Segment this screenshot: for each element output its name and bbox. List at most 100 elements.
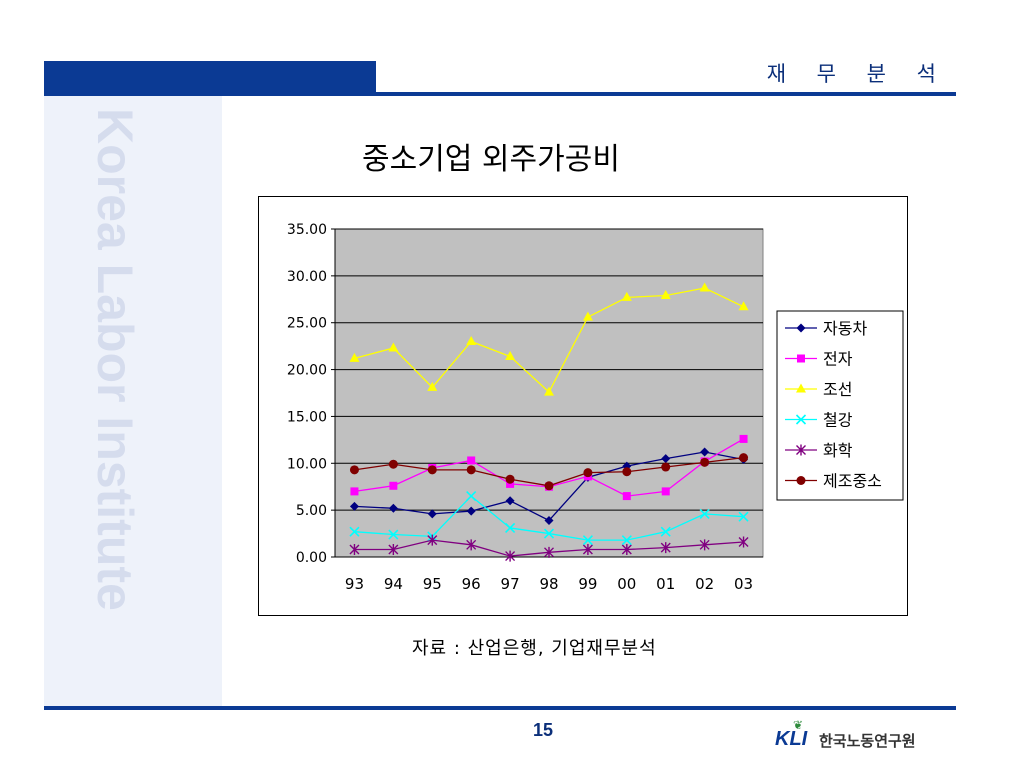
x-tick-label: 97 (501, 575, 520, 593)
legend-item: 전자 (785, 350, 853, 369)
data-point (582, 544, 593, 556)
data-point (349, 465, 359, 475)
slide-title: 중소기업 외주가공비 (362, 142, 620, 177)
series-circle (349, 453, 749, 491)
y-tick-label: 25.00 (287, 316, 327, 332)
x-tick-label: 94 (384, 575, 403, 593)
y-tick-label: 5.00 (296, 503, 327, 519)
data-point (388, 342, 399, 352)
data-point (466, 465, 476, 475)
x-tick-label: 02 (695, 575, 714, 593)
y-tick-label: 0.00 (296, 550, 327, 566)
data-point (543, 528, 555, 539)
legend-marker (796, 323, 806, 333)
data-point (544, 386, 554, 396)
watermark-text: Korea Labor Institute (87, 108, 143, 611)
legend-marker (797, 354, 805, 363)
x-tick-label: 00 (617, 575, 636, 593)
y-tick-label: 15.00 (287, 409, 327, 425)
legend-label: 철강 (823, 411, 853, 430)
data-point (505, 474, 515, 484)
header-bar (44, 61, 376, 93)
data-point (738, 511, 749, 522)
data-point (427, 509, 437, 519)
data-point (738, 536, 749, 548)
data-point (660, 526, 671, 537)
data-point (660, 542, 671, 554)
data-point (582, 535, 593, 546)
data-point (388, 544, 399, 556)
data-point (388, 529, 399, 540)
data-point (349, 526, 360, 537)
legend (776, 310, 904, 501)
logo-mark: KLI (775, 728, 808, 750)
data-point (739, 434, 748, 443)
x-tick-label: 99 (578, 575, 597, 593)
data-point (349, 544, 360, 556)
legend-marker (796, 383, 806, 393)
data-point (388, 459, 398, 469)
legend-label: 화학 (823, 441, 853, 460)
data-point (622, 492, 631, 501)
legend-marker (796, 444, 806, 456)
y-tick-label: 20.00 (287, 363, 327, 379)
footer-rule (44, 706, 956, 710)
kli-logo: ❦ KLI 한국노동연구원 (775, 718, 955, 754)
data-point (506, 479, 515, 488)
data-point (621, 535, 632, 546)
data-point (544, 546, 554, 558)
data-point (389, 481, 398, 490)
source-note: 자료 : 산업은행, 기업재무분석 (412, 638, 657, 659)
data-point (699, 539, 710, 551)
legend-item: 철강 (785, 411, 853, 430)
data-point (699, 282, 710, 292)
y-tick-label: 10.00 (287, 456, 327, 472)
data-point (505, 522, 516, 534)
legend-label: 전자 (823, 350, 853, 369)
data-point (738, 301, 749, 311)
logo-name: 한국노동연구원 (819, 732, 916, 750)
data-point (661, 487, 670, 496)
data-point (661, 462, 671, 472)
data-point (621, 544, 632, 556)
data-point (699, 508, 710, 519)
x-tick-label: 01 (656, 575, 675, 593)
legend-item: 화학 (785, 441, 853, 460)
x-tick-label: 95 (423, 575, 442, 593)
data-point (700, 447, 710, 457)
data-point (621, 291, 632, 301)
legend-marker (795, 414, 807, 425)
data-point (544, 481, 554, 491)
data-point (350, 487, 359, 496)
data-point (739, 453, 749, 463)
legend-label: 자동차 (823, 319, 867, 338)
data-point (467, 456, 476, 465)
data-point (700, 457, 710, 467)
data-point (622, 467, 632, 477)
page-number: 15 (533, 720, 554, 740)
data-point (427, 534, 438, 546)
section-title: 재 무 분 석 (766, 62, 948, 86)
legend-item: 제조중소 (785, 472, 882, 491)
data-point (466, 539, 477, 551)
x-tick-label: 03 (734, 575, 753, 593)
watermark-panel: Korea Labor Institute (44, 96, 222, 706)
data-point (427, 465, 437, 475)
data-point (349, 352, 360, 362)
leaf-icon: ❦ (793, 718, 804, 732)
legend-item: 자동차 (785, 319, 867, 338)
legend-label: 제조중소 (823, 472, 882, 491)
series-star (349, 534, 749, 562)
x-tick-label: 98 (539, 575, 558, 593)
data-point (388, 503, 398, 513)
line-chart: 0.00 5.00 10.00 15.00 20.00 25.00 30.00 35.00 93… (287, 222, 904, 593)
chart-frame: 0.00 5.00 10.00 15.00 20.00 25.00 30.00 35.00 93… (258, 196, 908, 616)
data-point (583, 468, 593, 478)
x-tick-label: 93 (345, 575, 364, 593)
data-point (544, 515, 554, 525)
data-point (466, 335, 477, 345)
data-point (505, 550, 516, 562)
series-triangle (349, 282, 749, 396)
data-point (505, 350, 516, 360)
series-x (349, 491, 749, 546)
